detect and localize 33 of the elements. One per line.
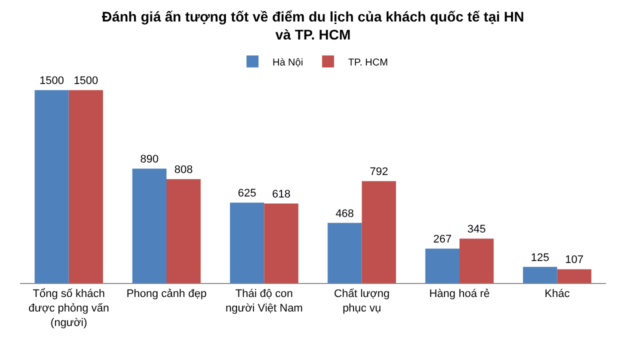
bar — [328, 222, 362, 283]
x-tick-label: Thái độ con người Việt Nam — [225, 288, 303, 314]
data-label: 1500 — [40, 75, 64, 88]
bar — [425, 248, 460, 283]
data-label: 267 — [433, 234, 452, 246]
data-label: 625 — [238, 188, 256, 200]
data-label: 808 — [174, 164, 193, 176]
legend-label: TP. HCM — [348, 57, 388, 68]
data-label: 792 — [370, 166, 388, 178]
chart-title: Đánh giá ấn tượng tốt về điểm du lịch của khách quốc tế tại HN và TP. HCM — [102, 8, 524, 43]
bar — [166, 179, 201, 283]
bar — [34, 90, 69, 283]
x-tick-label: Khác — [544, 288, 570, 300]
x-tick-label: Tổng số khách được phỏng vấn (người) — [28, 288, 110, 329]
bar — [264, 204, 298, 283]
bar — [68, 90, 104, 283]
data-label: 618 — [272, 188, 290, 201]
bar — [557, 269, 592, 283]
data-label: 107 — [565, 254, 584, 266]
x-tick-label: Phong cảnh đẹp — [126, 288, 207, 300]
data-label: 468 — [336, 208, 354, 220]
bar — [230, 202, 264, 283]
x-tick-label: Chất lượng phục vụ — [334, 288, 390, 314]
data-label: 125 — [530, 252, 550, 264]
bar — [362, 181, 396, 283]
bar — [460, 238, 494, 283]
legend-label: Hà Nội — [272, 57, 304, 68]
data-label: 345 — [467, 224, 486, 236]
x-tick-label: Hàng hoá rẻ — [429, 288, 490, 300]
bar — [132, 168, 166, 283]
bar — [522, 266, 558, 283]
data-label: 890 — [140, 154, 159, 166]
data-label: 1500 — [74, 75, 98, 88]
